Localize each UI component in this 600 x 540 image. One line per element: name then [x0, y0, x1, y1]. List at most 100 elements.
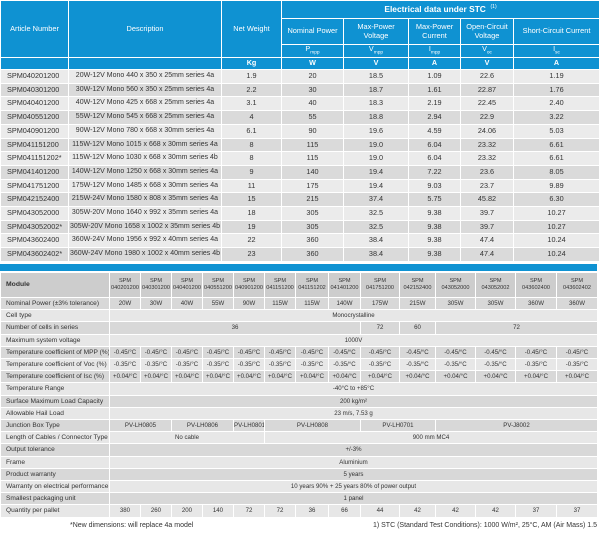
impp-value: 4.59	[409, 124, 460, 138]
article-number: SPM040401200	[1, 97, 68, 111]
module-id: SPM 040201200	[110, 273, 140, 297]
module-id: SPM 043052000	[436, 273, 475, 297]
impp-value: 6.04	[409, 152, 460, 165]
spec-value: 72	[234, 505, 264, 517]
module-id: SPM 041151200	[265, 273, 295, 297]
spec-row: Allowable Hail Load 23 m/s, 7.53 g	[1, 407, 597, 420]
spec-value: PV-LH0806	[172, 420, 233, 432]
spec-row: Nominal Power (±3% tolerance) 20W 30W 40W 55…	[1, 298, 597, 310]
net-weight-value: 1.9	[222, 70, 281, 83]
spec-value: -0.35/°C	[436, 359, 475, 371]
spec-value: -0.35/°C	[234, 359, 264, 371]
spec-value: +0.04/°C	[436, 371, 475, 383]
product-description: 305W-20V Mono 1640 x 992 x 35mm series 4…	[69, 207, 221, 220]
product-description: 40W-12V Mono 425 x 668 x 25mm series 4a	[69, 97, 221, 111]
voc-value: 22.6	[461, 70, 513, 83]
spec-value: 42	[436, 505, 475, 517]
vmpp-value: 19.6	[344, 124, 408, 138]
vmpp-value: 32.5	[344, 207, 408, 220]
module-header-row: Module SPM 040201200 SPM 040301200 SPM 0404012…	[1, 273, 597, 297]
spec-value: -0.45/°C	[172, 346, 202, 359]
col-header-max-power-voltage: Max-Power Voltage	[344, 19, 408, 44]
spec-label: Quantity per pallet	[1, 505, 109, 517]
impp-value: 1.61	[409, 83, 460, 97]
spec-value: 40W	[172, 298, 202, 310]
spec-label: Temperature Range	[1, 383, 109, 395]
product-description: 215W-24V Mono 1580 x 808 x 35mm series 4…	[69, 193, 221, 207]
spec-value: 1 panel	[110, 493, 597, 505]
product-row: SPM040901200 90W-12V Mono 780 x 668 x 30m…	[1, 124, 600, 138]
spec-row: Cell type Monocrystalline	[1, 310, 597, 322]
product-row: SPM040401200 40W-12V Mono 425 x 668 x 25m…	[1, 97, 600, 111]
col-symbol: Vmpp	[344, 45, 408, 57]
pmpp-value: 360	[282, 234, 343, 248]
header-row-column-names: Nominal Power Max-Power Voltage Max-Power …	[1, 19, 600, 44]
spec-value: +0.04/°C	[203, 371, 233, 383]
spec-row: Surface Maximum Load Capacity 200 kg/m²	[1, 395, 597, 407]
unit-cell-empty	[1, 58, 68, 69]
isc-value: 10.27	[514, 207, 600, 220]
module-id: SPM 043602402	[557, 273, 597, 297]
spec-value: 36	[110, 322, 360, 334]
net-weight-value: 9	[222, 165, 281, 179]
voc-value: 22.9	[461, 111, 513, 124]
product-row: SPM043602400 360W-24V Mono 1956 x 992 x 4…	[1, 234, 600, 248]
spec-value: +0.04/°C	[234, 371, 264, 383]
product-row: SPM043052000 305W-20V Mono 1640 x 992 x 3…	[1, 207, 600, 220]
unit-cell: V	[344, 58, 408, 69]
isc-value: 6.61	[514, 152, 600, 165]
vmpp-value: 18.5	[344, 70, 408, 83]
module-id: SPM 040401200	[172, 273, 202, 297]
spec-value: 60	[400, 322, 435, 334]
pmpp-value: 305	[282, 207, 343, 220]
spec-value: -0.35/°C	[329, 359, 360, 371]
spec-value: 360W	[557, 298, 597, 310]
spec-value: 72	[436, 322, 597, 334]
spec-value: -0.35/°C	[361, 359, 399, 371]
col-symbol: Pmpp	[282, 45, 343, 57]
spec-row: Number of cells in series 36 72 60 72	[1, 322, 597, 334]
spec-value: -0.35/°C	[400, 359, 435, 371]
spec-value: -0.35/°C	[296, 359, 328, 371]
spec-value: 200	[172, 505, 202, 517]
module-id: SPM 041751200	[361, 273, 399, 297]
impp-value: 6.04	[409, 138, 460, 152]
voc-value: 47.4	[461, 234, 513, 248]
vmpp-value: 18.3	[344, 97, 408, 111]
col-header-article-number: Article Number	[1, 1, 68, 57]
impp-value: 9.38	[409, 234, 460, 248]
article-number: SPM042152400	[1, 193, 68, 207]
spec-value: 305W	[476, 298, 515, 310]
spec-value: -0.45/°C	[329, 346, 360, 359]
isc-value: 3.22	[514, 111, 600, 124]
spec-value: +0.04/°C	[516, 371, 556, 383]
impp-value: 2.94	[409, 111, 460, 124]
spec-row: Maximum system voltage 1000V	[1, 334, 597, 346]
stc-note-ref: (1)	[490, 4, 497, 11]
pmpp-value: 115	[282, 138, 343, 152]
voc-value: 23.32	[461, 138, 513, 152]
product-description: 175W-12V Mono 1485 x 668 x 30mm series 4…	[69, 179, 221, 193]
impp-value: 9.38	[409, 248, 460, 261]
pmpp-value: 175	[282, 179, 343, 193]
spec-row: Length of Cables / Connector Type No cabl…	[1, 432, 597, 444]
spec-value: -0.35/°C	[476, 359, 515, 371]
spec-row: Junction Box Type PV-LH0805 PV-LH0806 PV-LH…	[1, 420, 597, 432]
col-header-open-circuit-voltage: Open-Circuit Voltage	[461, 19, 513, 44]
vmpp-value: 18.8	[344, 111, 408, 124]
pmpp-value: 90	[282, 124, 343, 138]
header-row-symbols: Pmpp Vmpp Impp Voc Isc	[1, 45, 600, 57]
spec-row: Frame Aluminium	[1, 456, 597, 468]
net-weight-value: 23	[222, 248, 281, 261]
module-id: SPM 043602400	[516, 273, 556, 297]
spec-label: Allowable Hail Load	[1, 407, 109, 420]
spec-value: Monocrystalline	[110, 310, 597, 322]
spec-value: PV-LH0805	[110, 420, 171, 432]
spec-value: No cable	[110, 432, 264, 444]
spec-label: Product warranty	[1, 468, 109, 481]
net-weight-value: 8	[222, 138, 281, 152]
col-symbol: Impp	[409, 45, 460, 57]
spec-value: -0.45/°C	[234, 346, 264, 359]
stc-band-header: Electrical data under STC (1)	[282, 1, 600, 18]
module-id: SPM 042152400	[400, 273, 435, 297]
